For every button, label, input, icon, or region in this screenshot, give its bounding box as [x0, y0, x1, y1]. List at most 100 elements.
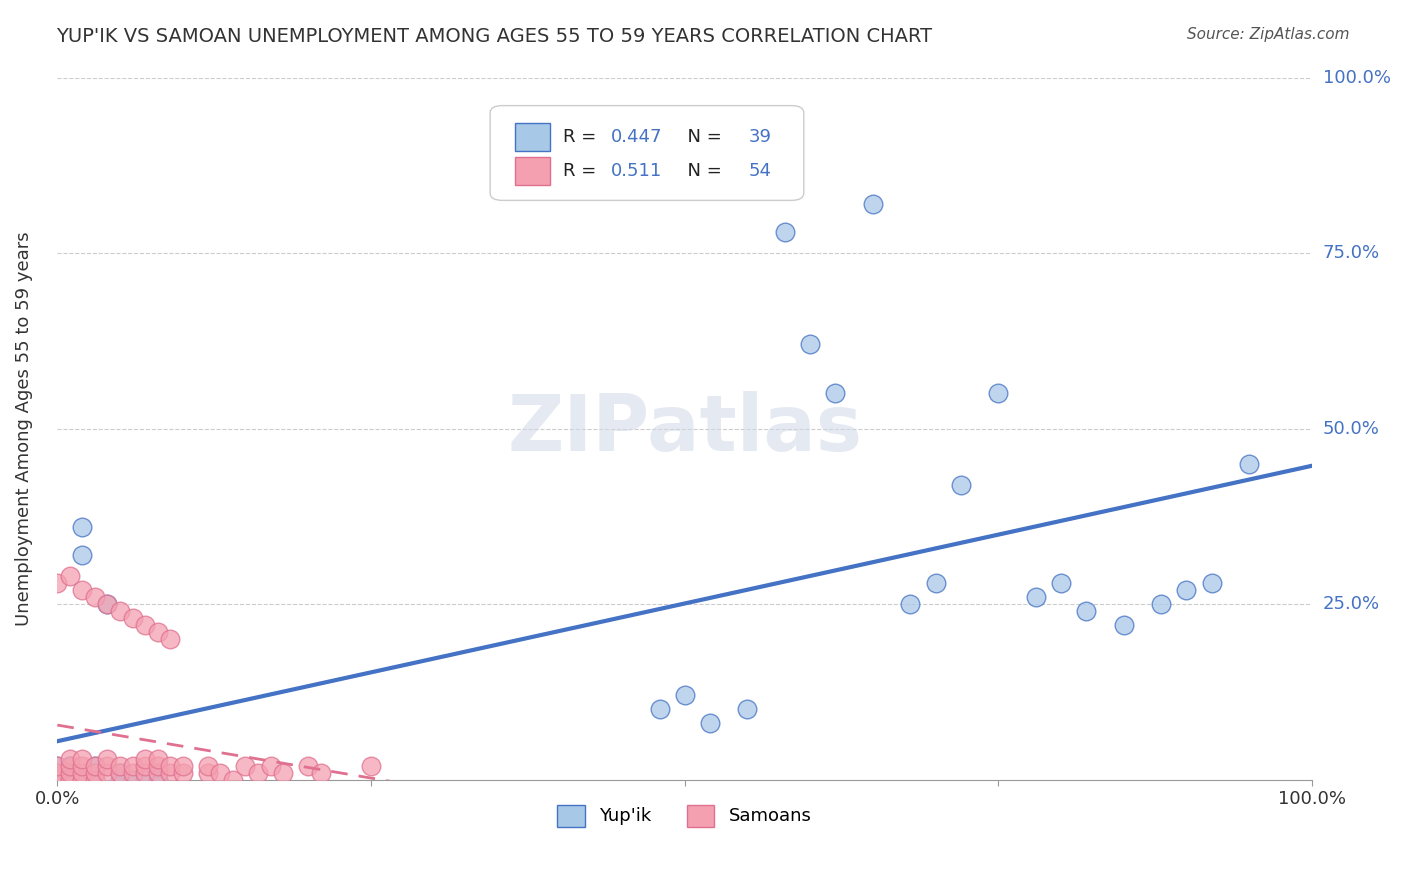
Point [108, 772, 131, 787]
Point [146, 765, 169, 780]
Point [59, 758, 82, 772]
Point [259, 758, 281, 772]
Point [862, 197, 884, 211]
Point [1150, 597, 1173, 611]
Point [1050, 576, 1073, 591]
Point [146, 772, 169, 787]
Point [360, 758, 382, 772]
Point [72, 751, 94, 765]
Point [72, 765, 94, 780]
Point [949, 477, 972, 491]
Point [72, 772, 94, 787]
Point [159, 765, 181, 780]
Text: 0.511: 0.511 [610, 162, 662, 180]
Point [96, 751, 118, 765]
Text: YUP'IK VS SAMOAN UNEMPLOYMENT AMONG AGES 55 TO 59 YEARS CORRELATION CHART: YUP'IK VS SAMOAN UNEMPLOYMENT AMONG AGES… [56, 27, 932, 45]
Point [108, 765, 131, 780]
Text: ZIPatlas: ZIPatlas [508, 391, 862, 467]
Point [46, 765, 69, 780]
Point [172, 758, 194, 772]
Point [146, 625, 169, 640]
Point [84, 765, 107, 780]
Point [297, 758, 319, 772]
Point [59, 751, 82, 765]
Point [72, 758, 94, 772]
FancyBboxPatch shape [515, 123, 550, 152]
Point [1237, 457, 1260, 471]
Point [146, 751, 169, 765]
Point [59, 772, 82, 787]
Point [1074, 604, 1097, 618]
Point [271, 765, 294, 780]
Point [96, 597, 118, 611]
Point [924, 576, 946, 591]
Point [72, 520, 94, 534]
Point [46, 772, 69, 787]
Text: N =: N = [676, 128, 727, 146]
FancyBboxPatch shape [515, 157, 550, 185]
Point [72, 548, 94, 562]
Text: N =: N = [676, 162, 727, 180]
Point [96, 597, 118, 611]
Point [72, 582, 94, 597]
Point [799, 337, 821, 351]
Point [1201, 576, 1223, 591]
Point [108, 604, 131, 618]
Point [134, 758, 156, 772]
Text: 0.447: 0.447 [610, 128, 662, 146]
Point [59, 569, 82, 583]
Legend: Yup'ik, Samoans: Yup'ik, Samoans [550, 797, 818, 834]
Point [84, 772, 107, 787]
Point [1112, 618, 1135, 632]
Point [96, 765, 118, 780]
Text: R =: R = [562, 128, 602, 146]
Point [773, 225, 796, 239]
Point [59, 758, 82, 772]
Point [648, 702, 671, 716]
Point [197, 765, 219, 780]
Point [46, 765, 69, 780]
Point [108, 765, 131, 780]
Point [84, 758, 107, 772]
Point [121, 611, 143, 625]
Point [59, 772, 82, 787]
Point [59, 765, 82, 780]
Point [235, 758, 257, 772]
Point [309, 765, 332, 780]
Point [159, 632, 181, 647]
Point [72, 772, 94, 787]
Text: 39: 39 [748, 128, 772, 146]
Text: 100.0%: 100.0% [1323, 69, 1391, 87]
Point [46, 758, 69, 772]
Point [84, 758, 107, 772]
Text: 54: 54 [748, 162, 772, 180]
Point [222, 772, 245, 787]
Point [673, 689, 696, 703]
Point [46, 772, 69, 787]
Point [46, 758, 69, 772]
Point [84, 772, 107, 787]
Point [46, 772, 69, 787]
Point [121, 772, 143, 787]
Point [46, 576, 69, 591]
Text: Source: ZipAtlas.com: Source: ZipAtlas.com [1187, 27, 1350, 42]
Point [108, 758, 131, 772]
Point [134, 772, 156, 787]
Point [172, 765, 194, 780]
Point [146, 765, 169, 780]
Point [121, 765, 143, 780]
Point [134, 618, 156, 632]
Point [59, 765, 82, 780]
Point [121, 758, 143, 772]
Point [46, 772, 69, 787]
FancyBboxPatch shape [491, 105, 804, 201]
Point [209, 765, 232, 780]
Point [46, 765, 69, 780]
Point [134, 751, 156, 765]
Text: 50.0%: 50.0% [1323, 419, 1379, 438]
Point [96, 758, 118, 772]
Point [1025, 590, 1047, 604]
Point [987, 386, 1010, 401]
Text: R =: R = [562, 162, 607, 180]
Point [197, 758, 219, 772]
